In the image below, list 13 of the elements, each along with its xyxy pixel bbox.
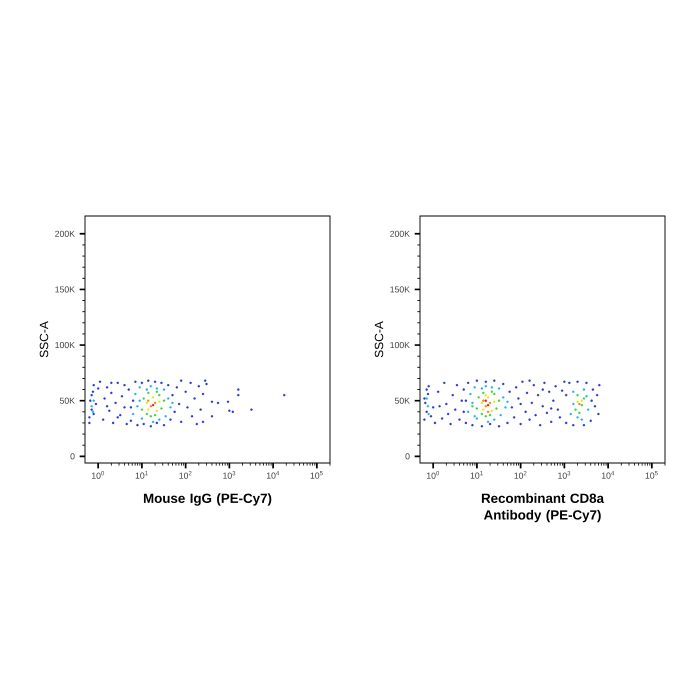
- x-tick-label: 10$^{0}$: [427, 471, 440, 479]
- y-tick-label: 50K: [394, 398, 410, 404]
- x-tick-label: 10$^{1}$: [470, 471, 483, 479]
- y-tick-label: 0: [405, 453, 410, 460]
- y-axis-title: SSC-A: [374, 321, 384, 358]
- x-axis-title: Recombinant CD8a Antibody (PE-Cy7): [482, 493, 604, 522]
- y-tick-label: 200K: [390, 230, 410, 237]
- y-tick-label: 100K: [390, 342, 410, 348]
- x-tick-label: 10$^{5}$: [646, 471, 658, 479]
- y-tick-label: 150K: [390, 286, 410, 292]
- x-tick-label: 10$^{4}$: [602, 471, 614, 479]
- x-tick-label: 10$^{3}$: [558, 471, 570, 479]
- x-tick-label: 10$^{2}$: [514, 471, 527, 479]
